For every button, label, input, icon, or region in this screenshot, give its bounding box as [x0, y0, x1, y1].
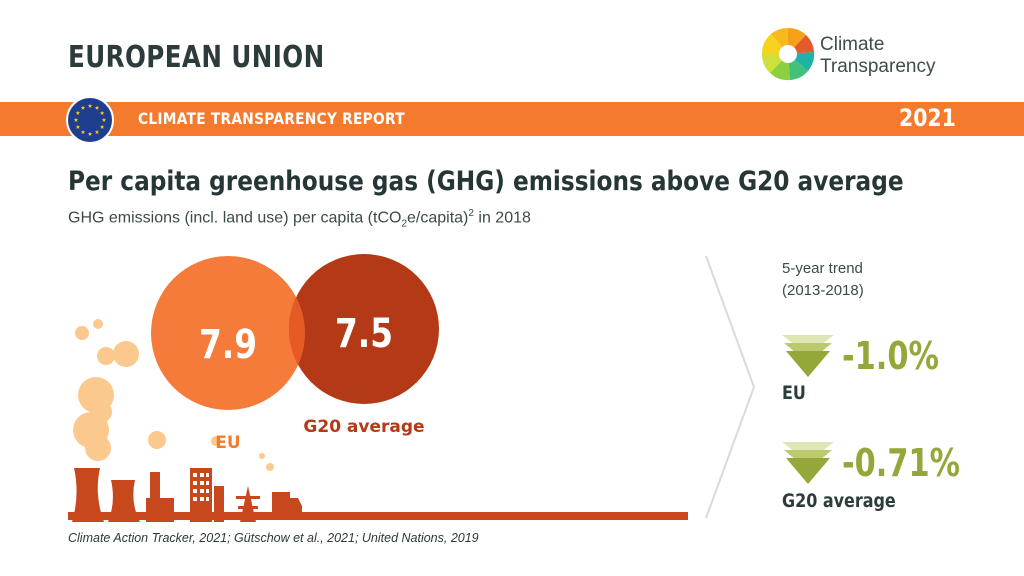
eu-star-icon	[75, 124, 81, 129]
report-band	[0, 102, 1024, 136]
eu-star-icon	[75, 110, 81, 115]
eu-star-icon	[80, 105, 86, 110]
subtitle-sup: 2	[468, 208, 474, 219]
subtitle-prefix: GHG emissions (incl. land use) per capit…	[68, 209, 402, 227]
eu-star-icon	[73, 117, 79, 122]
logo-text: Climate Transparency	[820, 34, 935, 78]
trend-heading-line2: (2013-2018)	[782, 282, 864, 299]
chart-subtitle: GHG emissions (incl. land use) per capit…	[68, 208, 531, 230]
eu-star-icon	[94, 105, 100, 110]
subtitle-mid: e/capita)	[407, 209, 469, 227]
logo-line-climate: Climate	[820, 34, 885, 55]
trend-value-g20-average: -0.71%	[842, 441, 961, 485]
chart-title: Per capita greenhouse gas (GHG) emission…	[68, 166, 904, 197]
source-note: Climate Action Tracker, 2021; Gütschow e…	[68, 531, 479, 545]
trend-label-g20-average: G20 average	[782, 490, 896, 512]
report-label: CLIMATE TRANSPARENCY REPORT	[138, 109, 405, 128]
eu-star-icon	[99, 124, 105, 129]
smoke-puffs	[73, 319, 274, 471]
eu-star-icon	[101, 117, 107, 122]
country-title: EUROPEAN UNION	[68, 40, 325, 75]
eu-star-icon	[87, 103, 93, 108]
trend-heading-line1: 5-year trend	[782, 260, 863, 277]
bubble-g20-average	[289, 254, 439, 404]
trend-down-icon-g20-average	[782, 442, 834, 484]
trend-down-icon-eu	[782, 335, 834, 377]
eu-star-icon	[99, 110, 105, 115]
chevron-divider-icon	[705, 255, 756, 519]
subtitle-sub: 2	[401, 218, 408, 230]
bubble-overlap	[288, 297, 305, 365]
trend-heading: 5-year trend (2013-2018)	[782, 258, 864, 302]
trend-value-eu: -1.0%	[842, 334, 939, 378]
logo-line-transparency: Transparency	[820, 56, 936, 77]
trend-label-eu: EU	[782, 382, 806, 404]
bubble-eu	[151, 256, 305, 410]
series-label-eu: EU	[215, 433, 240, 453]
eu-star-icon	[87, 131, 93, 136]
value-label-g20-average: 7.5	[335, 310, 393, 357]
eu-star-icon	[80, 129, 86, 134]
subtitle-suffix: in 2018	[473, 209, 531, 227]
eu-flag-icon	[66, 96, 114, 144]
eu-star-icon	[94, 129, 100, 134]
emissions-bubble-chart: 7.9 7.5 EU G20 average	[68, 254, 688, 522]
report-year: 2021	[899, 104, 956, 132]
series-label-g20-average: G20 average	[303, 417, 424, 437]
industry-silhouette	[68, 468, 688, 522]
value-label-eu: 7.9	[199, 321, 257, 368]
climate-transparency-logo-icon	[761, 27, 815, 81]
